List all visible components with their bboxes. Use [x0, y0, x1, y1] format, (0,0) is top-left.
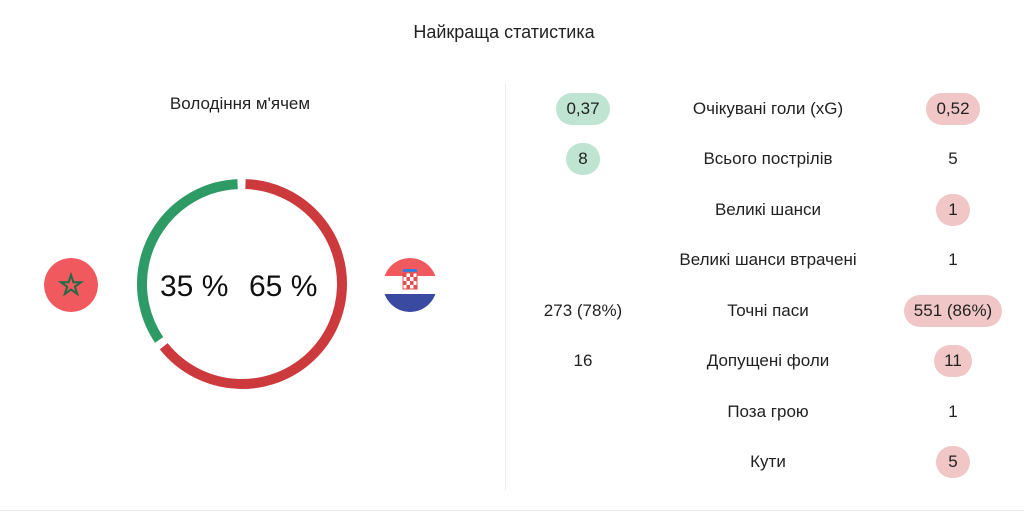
stat-home-value: 0,37 [556, 93, 610, 125]
stat-label: Поза грою [727, 402, 809, 421]
stat-label: Всього пострілів [703, 149, 833, 168]
possession-donut [136, 179, 347, 389]
stat-away-value: 0,52 [926, 93, 980, 125]
possession-home-arc [136, 179, 347, 389]
stat-home-value [566, 194, 600, 226]
stat-row-corners: Кути 5 [506, 437, 1024, 487]
stat-row-big-chances-missed: Великі шанси втрачені 1 [506, 235, 1024, 285]
bottom-divider [0, 510, 1024, 511]
stat-row-accurate-passes: 273 (78%) Точні паси 551 (86%) [506, 286, 1024, 336]
stat-label: Великі шанси [714, 200, 822, 219]
stat-home-value [566, 446, 600, 478]
stat-away-value: 5 [936, 446, 970, 478]
stat-away-value: 5 [948, 149, 958, 168]
stat-row-total-shots: 8 Всього пострілів 5 [506, 134, 1024, 184]
stat-label: Точні паси [727, 301, 809, 320]
stat-label: Великі шанси втрачені [679, 250, 857, 269]
croatia-flag-icon [383, 258, 437, 312]
stat-away-value: 1 [948, 402, 958, 421]
stat-row-offsides: Поза грою 1 [506, 387, 1024, 437]
stat-label: Очікувані голи (xG) [692, 99, 844, 118]
stat-home-value [566, 396, 600, 428]
stat-home-value [566, 244, 600, 276]
morocco-flag-icon [44, 258, 98, 312]
stat-away-value: 11 [934, 345, 972, 377]
stat-row-xg: 0,37 Очікувані голи (xG) 0,52 [506, 84, 1024, 134]
stat-home-value: 273 (78%) [543, 301, 623, 320]
stat-away-value: 1 [948, 250, 958, 269]
possession-home-value: 35 % [160, 270, 229, 303]
stat-label: Допущені фоли [706, 351, 830, 370]
stat-away-value: 1 [936, 194, 970, 226]
stat-home-value: 8 [566, 143, 600, 175]
stat-row-fouls: 16 Допущені фоли 11 [506, 336, 1024, 386]
possession-away-value: 65 % [249, 270, 318, 303]
column-divider [505, 84, 506, 490]
section-title: Найкраща статистика [413, 22, 595, 42]
stat-row-big-chances: Великі шанси 1 [506, 185, 1024, 235]
stat-label: Кути [750, 452, 786, 471]
possession-label: Володіння м'ячем [169, 94, 311, 113]
stat-away-value: 551 (86%) [903, 295, 1003, 327]
stat-home-value: 16 [573, 351, 593, 370]
